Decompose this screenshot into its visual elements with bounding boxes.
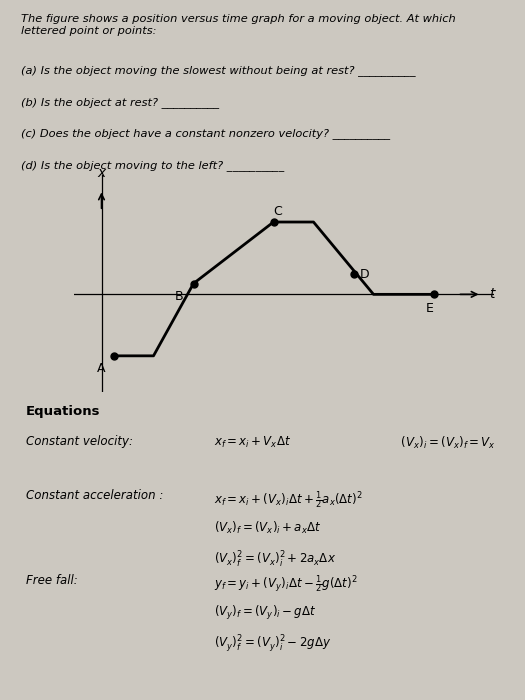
- Text: Equations: Equations: [26, 405, 100, 418]
- Text: $x_f = x_i + (V_x)_i\Delta t + \frac{1}{2}a_x(\Delta t)^2$: $x_f = x_i + (V_x)_i\Delta t + \frac{1}{…: [214, 489, 363, 511]
- Text: C: C: [273, 205, 282, 218]
- Text: $x_f = x_i + V_x\Delta t$: $x_f = x_i + V_x\Delta t$: [214, 435, 291, 450]
- Text: Constant velocity:: Constant velocity:: [26, 435, 133, 448]
- Text: $y_f = y_i + (V_y)_i\Delta t - \frac{1}{2}g(\Delta t)^2$: $y_f = y_i + (V_y)_i\Delta t - \frac{1}{…: [214, 573, 358, 595]
- Text: E: E: [426, 302, 434, 314]
- Text: (c) Does the object have a constant nonzero velocity? __________: (c) Does the object have a constant nonz…: [21, 128, 390, 139]
- Text: Free fall:: Free fall:: [26, 573, 78, 587]
- Text: $(V_y)_f^2 = (V_y)_i^2 - 2g\Delta y$: $(V_y)_f^2 = (V_y)_i^2 - 2g\Delta y$: [214, 634, 331, 654]
- Text: $(V_x)_f = (V_x)_i + a_x\Delta t$: $(V_x)_f = (V_x)_i + a_x\Delta t$: [214, 519, 321, 536]
- Text: $(V_x)_f^2 = (V_x)_i^2 + 2a_x\Delta x$: $(V_x)_f^2 = (V_x)_i^2 + 2a_x\Delta x$: [214, 550, 337, 570]
- Text: x: x: [97, 167, 106, 181]
- Text: D: D: [360, 268, 370, 281]
- Text: $\quad\quad (V_x)_i = (V_x)_f = V_x$: $\quad\quad (V_x)_i = (V_x)_f = V_x$: [379, 435, 496, 452]
- Text: (d) Is the object moving to the left? __________: (d) Is the object moving to the left? __…: [21, 160, 284, 172]
- Text: B: B: [175, 290, 184, 302]
- Text: $(V_y)_f = (V_y)_i - g\Delta t$: $(V_y)_f = (V_y)_i - g\Delta t$: [214, 603, 317, 622]
- Text: (b) Is the object at rest? __________: (b) Is the object at rest? __________: [21, 97, 219, 108]
- Text: (a) Is the object moving the slowest without being at rest? __________: (a) Is the object moving the slowest wit…: [21, 65, 416, 76]
- Text: t: t: [489, 287, 495, 301]
- Text: The figure shows a position versus time graph for a moving object. At which
lett: The figure shows a position versus time …: [21, 14, 456, 36]
- Text: A: A: [97, 362, 106, 375]
- Text: Constant acceleration :: Constant acceleration :: [26, 489, 163, 503]
